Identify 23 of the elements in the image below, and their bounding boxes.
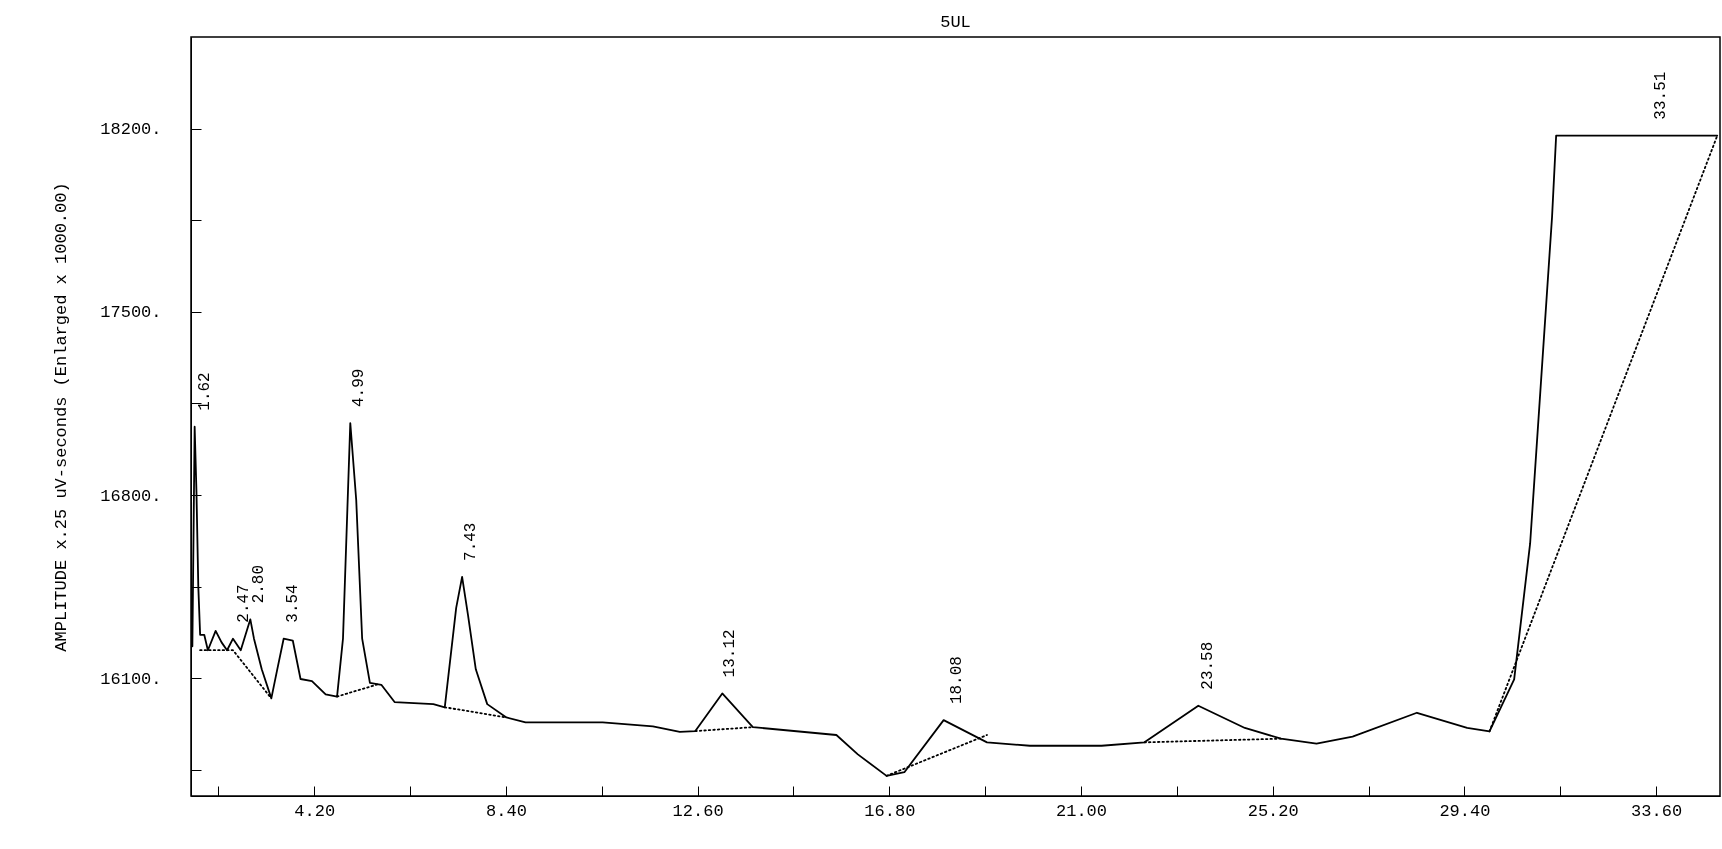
x-tick-label: 8.40: [486, 801, 527, 821]
x-tick-label: 25.20: [1247, 801, 1299, 821]
y-tick-label: 16800.: [100, 486, 162, 506]
x-tick-label: 16.80: [864, 801, 916, 821]
annotation: 3.54: [284, 584, 303, 623]
chart-title: 5UL: [940, 13, 971, 32]
x-tick-label: 4.20: [294, 801, 336, 821]
x-tick-label: 29.40: [1439, 801, 1491, 821]
annotation: 7.43: [461, 522, 480, 561]
annotation: 1.62: [196, 372, 215, 411]
annotation: 23.58: [1198, 641, 1217, 690]
y-tick-label: 17500.: [100, 303, 162, 323]
x-tick-label: 33.60: [1631, 801, 1683, 821]
annotation: 18.08: [947, 656, 966, 705]
x-tick-label: 21.00: [1056, 801, 1108, 821]
x-tick-label: 12.60: [672, 801, 724, 821]
y-tick-label: 16100.: [100, 669, 162, 689]
y-axis-title: AMPLITUDE x.25 uV-seconds (Enlarged x 1000.00): [52, 182, 72, 652]
y-tick-label: 18200.: [100, 120, 162, 140]
annotation: 33.51: [1651, 71, 1670, 120]
annotation: 2.80: [250, 564, 269, 604]
annotation: 13.12: [721, 629, 740, 678]
annotation: 4.99: [350, 368, 369, 408]
